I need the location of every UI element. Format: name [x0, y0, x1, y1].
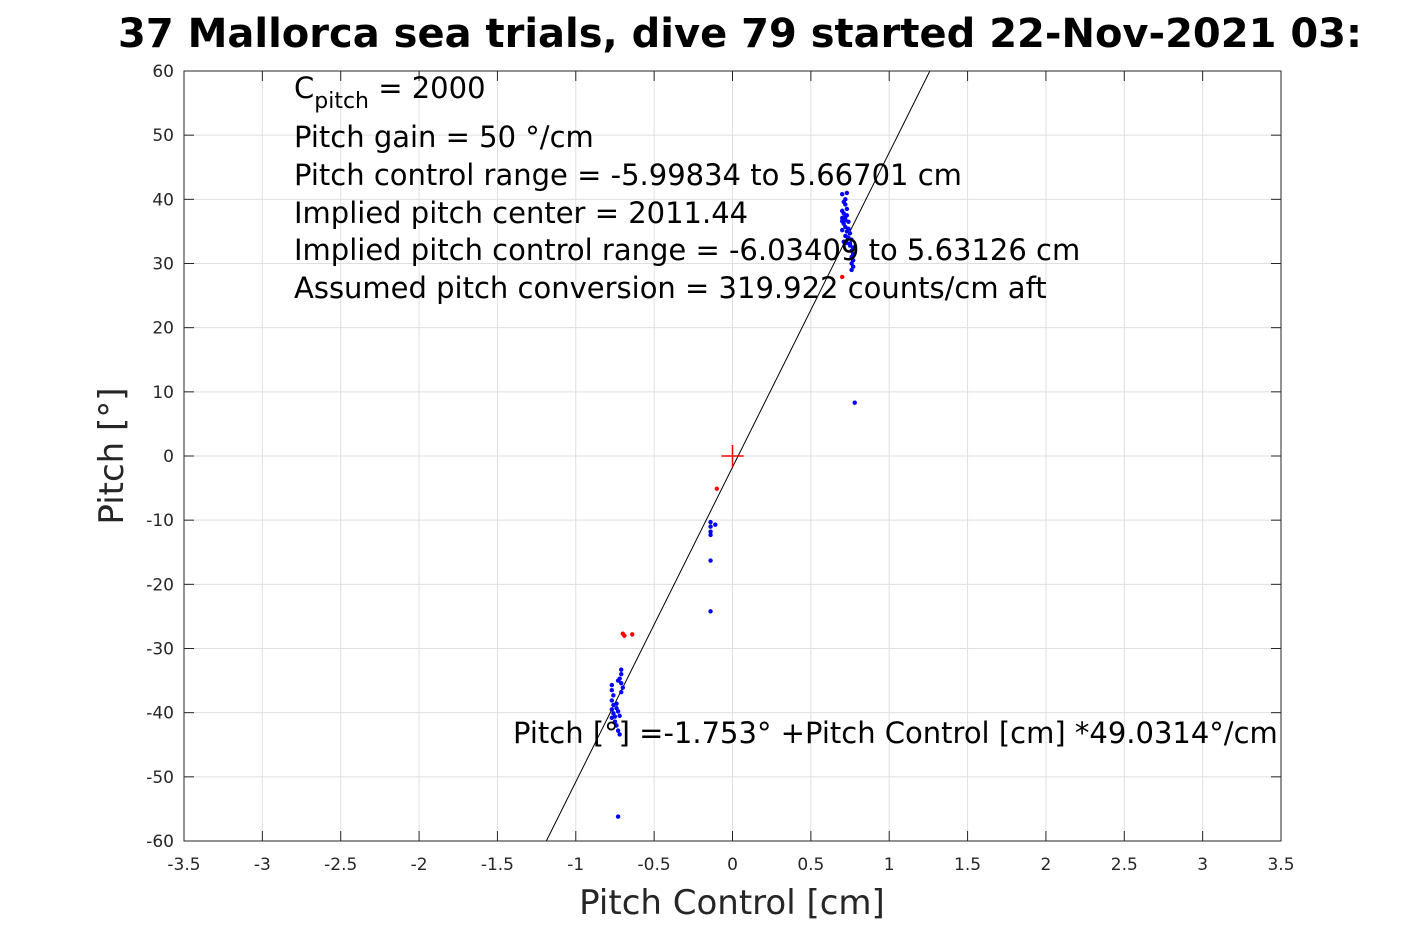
x-tick-label: -2: [411, 855, 428, 875]
x-axis-label: Pitch Control [cm]: [579, 883, 885, 923]
data-point: [620, 685, 625, 690]
x-tick-label: -3.5: [167, 855, 200, 875]
data-point: [708, 519, 713, 525]
data-point: [849, 237, 854, 242]
y-tick-label: 20: [152, 319, 174, 339]
data-point: [844, 190, 850, 196]
x-tick-label: 0: [727, 855, 738, 875]
x-tick-label: -2.5: [324, 855, 357, 875]
y-tick-label: -60: [146, 832, 174, 852]
data-point: [609, 707, 615, 712]
data-point: [840, 274, 845, 280]
annotation-implied-range: Implied pitch control range = -6.03409 t…: [294, 233, 1080, 267]
annotation-block: Cpitch = 2000 Pitch gain = 50 °/cm Pitch…: [294, 71, 1278, 750]
data-point: [844, 206, 850, 212]
data-point: [852, 400, 857, 405]
data-point: [846, 219, 851, 224]
annotation-pitch-control-range: Pitch control range = -5.99834 to 5.6670…: [294, 158, 962, 192]
x-tick-label: -3: [254, 855, 271, 875]
x-tick-label: -1.5: [481, 855, 514, 875]
y-tick-label: -30: [146, 640, 174, 660]
annotation-c-pitch-subscript: pitch: [314, 89, 369, 114]
data-point: [614, 705, 619, 711]
data-point: [615, 814, 621, 819]
data-point: [612, 719, 618, 724]
annotation-fit-equation: Pitch [°] =-1.753° +Pitch Control [cm] *…: [513, 716, 1278, 750]
data-point: [708, 558, 713, 563]
data-point: [619, 680, 624, 686]
data-point: [847, 241, 853, 246]
y-tick-label: -10: [146, 511, 174, 531]
data-point: [846, 226, 851, 232]
y-axis-label: Pitch [°]: [92, 387, 132, 524]
x-tick-labels: -3.5 -3 -2.5 -2 -1.5 -1 -0.5 0 0.5 1 1.5 2 2.5 3 3.5: [167, 855, 1294, 875]
x-tick-label: -0.5: [638, 855, 671, 875]
x-tick-label: 0.5: [797, 855, 824, 875]
x-tick-label: 3: [1197, 855, 1208, 875]
data-point: [708, 532, 713, 538]
annotation-c-pitch-symbol: C: [294, 71, 314, 105]
y-tick-label: 40: [152, 190, 174, 210]
data-point: [840, 192, 845, 197]
data-point: [609, 698, 615, 703]
annotation-c-pitch: Cpitch = 2000: [294, 71, 486, 114]
data-points: [609, 190, 857, 819]
data-point: [708, 609, 713, 614]
chart-title: 37 Mallorca sea trials, dive 79 started …: [118, 11, 1362, 57]
data-point: [609, 682, 615, 688]
y-tick-labels: -60 -50 -40 -30 -20 -10 0 10 20 30 40 50 60: [146, 62, 174, 852]
annotation-pitch-gain: Pitch gain = 50 °/cm: [294, 120, 594, 154]
y-tick-label: 10: [152, 383, 174, 403]
data-point: [614, 723, 619, 728]
data-point: [630, 632, 635, 637]
y-tick-label: -50: [146, 768, 174, 788]
y-tick-label: 30: [152, 255, 174, 275]
data-point: [617, 713, 622, 719]
center-marker-group: [721, 445, 744, 467]
x-tick-label: 1.5: [954, 855, 981, 875]
data-point: [708, 524, 713, 529]
data-point: [617, 732, 622, 737]
data-point: [708, 529, 713, 534]
data-point: [840, 227, 845, 233]
annotation-pitch-conversion: Assumed pitch conversion = 319.922 count…: [294, 271, 1047, 305]
y-tick-label: -40: [146, 704, 174, 724]
x-tick-label: 3.5: [1267, 855, 1294, 875]
axis-ticks: [183, 70, 1282, 842]
x-tick-label: -1: [567, 855, 584, 875]
data-point: [609, 688, 615, 693]
y-tick-label: 0: [163, 447, 174, 467]
data-point: [713, 522, 718, 527]
y-tick-label: -20: [146, 575, 174, 595]
data-point: [714, 486, 720, 491]
x-tick-label: 2.5: [1111, 855, 1138, 875]
x-tick-label: 2: [1041, 855, 1052, 875]
data-point: [622, 633, 627, 638]
data-point: [615, 678, 621, 683]
y-tick-label: 60: [152, 62, 174, 82]
y-tick-label: 50: [152, 126, 174, 146]
data-point: [847, 231, 853, 236]
data-point: [611, 693, 616, 698]
data-point: [615, 728, 621, 733]
data-point: [619, 671, 624, 677]
data-point: [849, 267, 854, 273]
data-point: [843, 214, 848, 219]
data-point: [841, 199, 846, 205]
annotation-c-pitch-value: = 2000: [369, 71, 486, 105]
annotation-implied-pitch-center: Implied pitch center = 2011.44: [294, 196, 748, 230]
x-tick-label: 1: [884, 855, 895, 875]
data-point: [840, 218, 845, 224]
data-point: [619, 689, 624, 695]
data-point: [612, 714, 618, 719]
data-point: [614, 701, 619, 706]
data-point: [619, 667, 624, 672]
